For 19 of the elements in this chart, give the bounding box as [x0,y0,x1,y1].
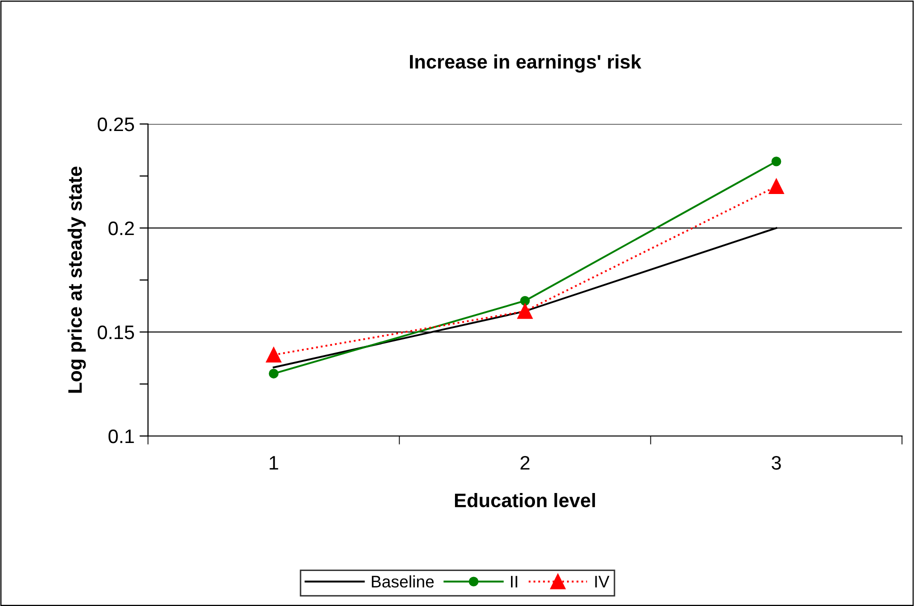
y-tick-label: 0.15 [98,325,134,340]
y-tick-label: 0.1 [108,429,134,444]
x-tick-label: 3 [772,456,781,470]
y-tick-label: 0.25 [98,117,134,132]
point [266,347,282,363]
chart-title: Increase in earnings' risk [410,54,642,73]
legend-label: II [511,576,518,588]
x-tick-label: 1 [270,456,278,470]
point [768,178,784,194]
point [268,368,279,378]
point [771,156,782,166]
legend-label: Baseline [372,575,434,588]
point [520,296,530,306]
legend-label: IV [595,576,610,588]
y-axis-title: Log price at steady state [68,166,86,393]
x-axis-title: Education level [454,493,595,508]
point [517,304,533,319]
x-tick-label: 2 [520,456,530,470]
y-tick-label: 0.2 [108,221,134,236]
